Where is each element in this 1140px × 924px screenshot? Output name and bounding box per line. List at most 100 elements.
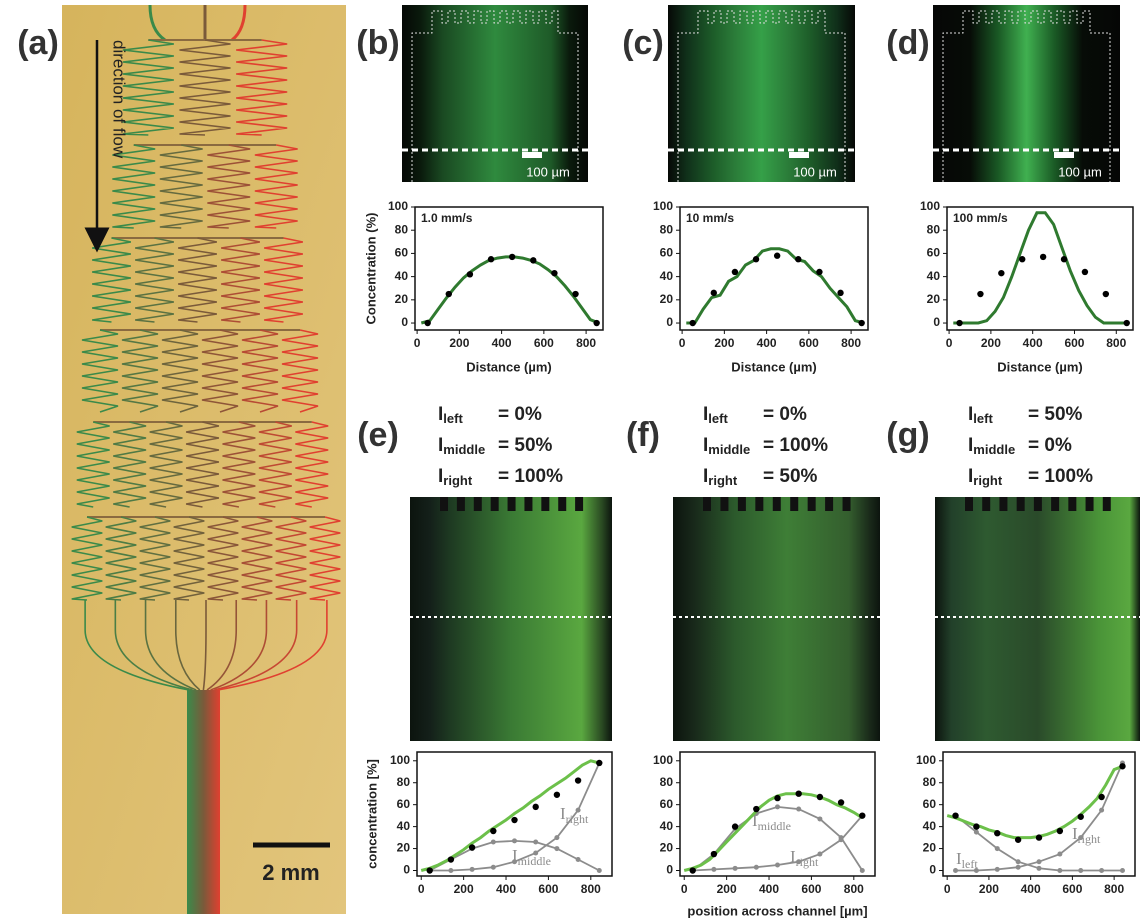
inlet-tooth [790,497,799,511]
series-label: Iright [560,804,589,826]
condition-value: = 100% [763,435,828,456]
fluorescence-image [668,5,855,182]
x-tick-label: 400 [1023,336,1043,350]
serpentine [105,516,137,601]
y-tick-label: 80 [927,222,941,236]
data-point [1035,834,1043,841]
data-point [838,837,844,843]
y-tick-label: 60 [395,246,409,260]
data-point [532,803,539,811]
inlet-tooth [558,497,567,511]
series-line [953,211,1129,325]
data-point [817,816,823,822]
data-point [512,838,517,844]
serpentine [295,421,329,508]
inlet-tooth [456,497,465,511]
series-label-sub: middle [518,854,551,868]
condition-symbol: Imiddle [968,435,1015,457]
data-point [1102,290,1110,298]
data-point [952,812,959,819]
data-point [448,868,454,874]
data-point [468,844,476,851]
serpentine [207,516,239,601]
x-tick-label: 600 [1064,336,1084,350]
x-tick-label: 800 [1106,336,1126,350]
data-point [551,269,558,277]
inlet-tooth [842,497,851,511]
condition-value: = 0% [763,404,807,425]
panel-label: (d) [886,24,929,62]
data-point [858,319,865,327]
outlet-channel [187,690,220,914]
series-label-sub: middle [758,819,791,833]
outlet-branch [144,600,197,691]
y-tick-label: 100 [653,753,673,767]
data-point [426,867,433,874]
x-tick-label: 600 [801,882,821,896]
x-tick-label: 200 [714,336,734,350]
series-label: Iright [1072,824,1101,846]
y-tick-label: 100 [916,753,936,767]
data-point [1019,256,1026,263]
y-tick-label: 20 [660,841,674,855]
y-tick-label: 20 [395,292,409,306]
data-point [593,319,600,327]
condition-symbol-letter: I [438,466,443,487]
inlet-tooth [1016,497,1025,511]
condition-value: = 50% [498,435,553,456]
serpentine [254,144,298,229]
condition-symbol-letter: I [968,404,973,425]
x-tick-label: 800 [841,336,861,350]
condition-sub: left [443,411,463,426]
inlet-tooth [807,497,816,511]
plot-frame [942,751,1136,877]
data-point [1060,256,1068,263]
series-label-sub: right [796,855,819,869]
data-point [732,865,738,871]
x-tick-label: 600 [799,336,819,350]
data-point [731,823,739,830]
inlet-tooth [1102,497,1111,511]
outlet-branch [174,600,201,691]
data-point [445,290,452,298]
scale-label: 2 mm [262,860,319,885]
serpentine [161,329,199,413]
x-tick-label: 400 [757,336,777,350]
x-tick-label: 600 [534,336,554,350]
data-point [711,866,717,872]
x-tick-label: 800 [581,882,601,896]
data-point [817,851,823,857]
y-tick-label: 40 [660,819,674,833]
y-axis-label: concentration [%] [364,759,379,869]
fluorescence-image [410,497,612,741]
y-tick-label: 0 [401,315,408,329]
fluorescence-image [673,497,880,741]
data-point [816,268,823,276]
condition-symbol: Imiddle [703,435,750,457]
serpentine [135,237,175,323]
x-tick-label: 200 [981,336,1001,350]
y-tick-label: 20 [923,841,937,855]
x-tick-label: 800 [576,336,596,350]
panel-label: (f) [626,416,660,454]
image-scale-bar [789,152,809,158]
inlet-tooth [965,497,973,511]
x-tick-label: 200 [717,882,737,896]
y-tick-label: 40 [397,819,411,833]
series-line [686,247,865,325]
outlet-branch [206,600,238,691]
series-label-symbol: I [752,811,758,830]
data-point [973,823,980,830]
data-point [1099,807,1105,813]
data-point [973,868,979,874]
data-point [1056,827,1064,835]
x-tick-label: 800 [1104,882,1124,896]
inlet-tooth [703,497,711,511]
panel-label: (a) [17,24,59,62]
y-tick-label: 20 [660,292,674,306]
data-point [689,867,696,874]
x-axis-label: Distance (µm) [731,359,817,374]
serpentine [201,329,239,413]
